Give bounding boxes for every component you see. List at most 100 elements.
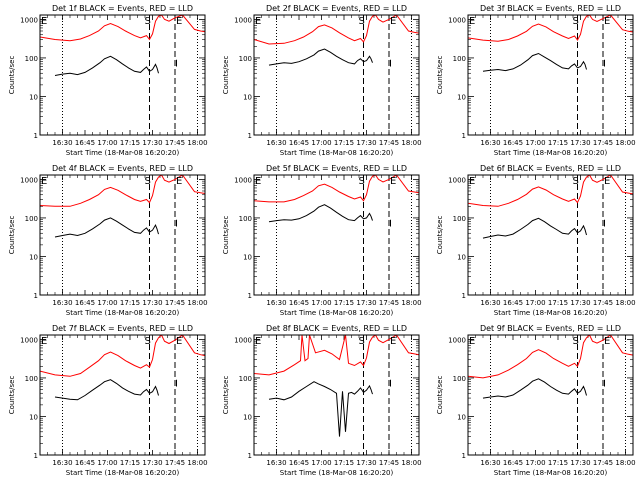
chart-panel-3: Det 3f BLACK = Events, RED = LLD 1 10 100 10… xyxy=(436,4,636,157)
y-tick-label: 1 xyxy=(462,292,466,300)
y-tick-label: 1000 xyxy=(448,336,466,344)
y-tick-label: 1 xyxy=(462,452,466,460)
x-tick-label: 16:30 xyxy=(52,459,72,467)
chart-title: Det 9f BLACK = Events, RED = LLD xyxy=(480,324,621,333)
chart-panel-6: Det 6f BLACK = Events, RED = LLD 1 10 100 10… xyxy=(436,164,636,317)
series-group xyxy=(468,335,633,399)
series-line-lld xyxy=(468,15,633,42)
chart-title: Det 5f BLACK = Events, RED = LLD xyxy=(266,164,407,173)
y-tick-label: 1 xyxy=(34,292,38,300)
series-line-lld xyxy=(254,175,419,203)
x-tick-label: 16:30 xyxy=(266,299,286,307)
plot-frame xyxy=(39,334,206,456)
series-line-lld xyxy=(254,15,419,45)
marker-label-end: E xyxy=(176,16,182,27)
series-line-events xyxy=(268,381,373,437)
x-tick-label: 17:00 xyxy=(97,299,117,307)
y-tick-label: 1000 xyxy=(234,176,252,184)
x-axis-label: Start Time (18-Mar-08 16:20:20) xyxy=(280,469,394,477)
series-line-lld xyxy=(468,335,633,379)
y-tick-label: 10 xyxy=(457,413,466,421)
x-tick-label: 17:15 xyxy=(334,459,354,467)
series-line-events xyxy=(482,378,587,399)
y-tick-label: 1000 xyxy=(234,336,252,344)
marker-label-end: E xyxy=(41,16,47,27)
x-tick-label: 16:30 xyxy=(52,299,72,307)
y-tick-label: 1000 xyxy=(234,16,252,24)
x-axis-label: Start Time (18-Mar-08 16:20:20) xyxy=(66,149,180,157)
series-group xyxy=(468,175,633,239)
y-tick-label: 100 xyxy=(239,215,252,223)
y-axis-label: Counts/sec xyxy=(222,56,230,95)
series-line-events xyxy=(268,48,373,66)
marker-label-start: S xyxy=(145,336,151,347)
x-axis-label: Start Time (18-Mar-08 16:20:20) xyxy=(494,469,608,477)
plot-frame xyxy=(467,14,634,136)
y-axis-label: Counts/sec xyxy=(8,376,16,415)
x-tick-label: 16:30 xyxy=(480,459,500,467)
x-tick-label: 17:15 xyxy=(548,459,568,467)
y-tick-label: 10 xyxy=(457,253,466,261)
chart-panel-5: Det 5f BLACK = Events, RED = LLD 1 10 100 10… xyxy=(222,164,422,317)
marker-label-end: E xyxy=(469,336,475,347)
chart-panel-8: Det 8f BLACK = Events, RED = LLD 1 10 100 10… xyxy=(222,324,422,477)
x-tick-label: 16:30 xyxy=(480,139,500,147)
x-tick-label: 16:45 xyxy=(75,139,95,147)
x-tick-label: 17:45 xyxy=(593,459,613,467)
x-tick-label: 17:15 xyxy=(120,139,140,147)
y-axis-label: Counts/sec xyxy=(436,376,444,415)
x-tick-label: 17:45 xyxy=(593,139,613,147)
y-tick-label: 100 xyxy=(453,55,466,63)
marker-label-start: S xyxy=(573,336,579,347)
y-tick-label: 1 xyxy=(462,132,466,140)
x-axis-label: Start Time (18-Mar-08 16:20:20) xyxy=(494,149,608,157)
x-tick-label: 17:15 xyxy=(548,299,568,307)
x-tick-label: 18:00 xyxy=(187,299,207,307)
series-group xyxy=(40,175,205,238)
series-group xyxy=(254,335,419,437)
y-tick-label: 10 xyxy=(243,413,252,421)
marker-label-start: S xyxy=(359,336,365,347)
y-tick-label: 10 xyxy=(243,253,252,261)
series-line-lld xyxy=(468,175,633,207)
x-tick-label: 17:30 xyxy=(142,299,162,307)
x-tick-label: 17:00 xyxy=(311,459,331,467)
plot-frame xyxy=(253,14,420,136)
x-tick-label: 17:30 xyxy=(142,459,162,467)
series-group xyxy=(254,175,419,227)
x-tick-label: 18:00 xyxy=(615,299,635,307)
x-tick-label: 17:30 xyxy=(570,139,590,147)
x-tick-label: 17:30 xyxy=(356,299,376,307)
marker-label-end: E xyxy=(469,16,475,27)
plot-frame xyxy=(39,174,206,296)
chart-panel-7: Det 7f BLACK = Events, RED = LLD 1 10 100 10… xyxy=(8,324,208,477)
x-tick-label: 17:45 xyxy=(165,139,185,147)
x-tick-label: 18:00 xyxy=(187,459,207,467)
x-tick-label: 17:00 xyxy=(97,139,117,147)
marker-label-end: E xyxy=(255,16,261,27)
marker-label-end: E xyxy=(604,176,610,187)
y-axis-label: Counts/sec xyxy=(222,376,230,415)
series-group xyxy=(468,15,633,72)
x-tick-label: 17:45 xyxy=(165,299,185,307)
marker-label-end: E xyxy=(176,176,182,187)
series-line-events xyxy=(54,55,159,76)
x-tick-label: 18:00 xyxy=(187,139,207,147)
plot-frame xyxy=(467,174,634,296)
chart-title: Det 8f BLACK = Events, RED = LLD xyxy=(266,324,407,333)
series-group xyxy=(254,15,419,67)
y-axis-label: Counts/sec xyxy=(222,216,230,255)
x-tick-label: 16:45 xyxy=(289,299,309,307)
x-tick-label: 18:00 xyxy=(401,299,421,307)
x-tick-label: 16:30 xyxy=(266,139,286,147)
x-tick-label: 16:30 xyxy=(52,139,72,147)
y-tick-label: 1000 xyxy=(20,176,38,184)
chart-title: Det 7f BLACK = Events, RED = LLD xyxy=(52,324,193,333)
series-line-events xyxy=(482,217,587,239)
marker-label-end: E xyxy=(469,176,475,187)
x-tick-label: 17:45 xyxy=(379,139,399,147)
series-line-lld xyxy=(40,335,205,377)
marker-label-end: E xyxy=(604,16,610,27)
y-axis-label: Counts/sec xyxy=(8,56,16,95)
x-tick-label: 16:30 xyxy=(266,459,286,467)
